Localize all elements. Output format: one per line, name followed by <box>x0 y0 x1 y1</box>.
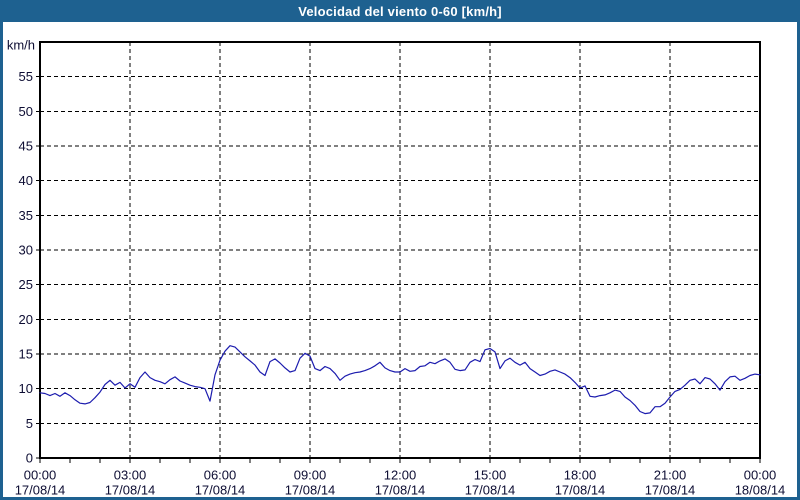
x-tick-time-label: 21:00 <box>654 468 687 483</box>
x-tick-date-label: 17/08/14 <box>195 483 246 498</box>
y-axis-unit-label: km/h <box>7 38 35 53</box>
y-tick-label: 35 <box>19 208 33 223</box>
x-tick-time-label: 09:00 <box>294 468 327 483</box>
y-tick-label: 50 <box>19 104 33 119</box>
x-tick-time-label: 00:00 <box>744 468 777 483</box>
x-tick-time-label: 18:00 <box>564 468 597 483</box>
x-tick-date-label: 17/08/14 <box>555 483 606 498</box>
y-tick-label: 55 <box>19 69 33 84</box>
x-tick-date-label: 17/08/14 <box>105 483 156 498</box>
y-tick-label: 5 <box>26 416 33 431</box>
y-tick-label: 10 <box>19 381 33 396</box>
x-tick-date-label: 17/08/14 <box>465 483 516 498</box>
x-tick-time-label: 15:00 <box>474 468 507 483</box>
x-tick-time-label: 00:00 <box>24 468 57 483</box>
x-tick-date-label: 17/08/14 <box>375 483 426 498</box>
y-tick-label: 25 <box>19 277 33 292</box>
y-tick-label: 15 <box>19 347 33 362</box>
chart-content: 0 5 10 15 20 25 30 35 40 45 50 55 km/h 00:00 17/08/14 0… <box>3 22 797 498</box>
y-tick-label: 0 <box>26 451 33 466</box>
x-tick-time-label: 03:00 <box>114 468 147 483</box>
y-tick-label: 20 <box>19 312 33 327</box>
x-tick-time-label: 06:00 <box>204 468 237 483</box>
y-tick-label: 30 <box>19 243 33 258</box>
chart-title: Velocidad del viento 0-60 [km/h] <box>298 3 502 19</box>
x-tick-date-label: 18/08/14 <box>735 483 786 498</box>
y-tick-label: 45 <box>19 139 33 154</box>
wind-speed-line <box>39 345 761 415</box>
wind-speed-chart: 0510152025303540455055km/h00:0017/08/140… <box>7 38 786 498</box>
y-tick-label: 40 <box>19 173 33 188</box>
x-tick-date-label: 17/08/14 <box>285 483 336 498</box>
x-tick-date-label: 17/08/14 <box>15 483 66 498</box>
x-tick-date-label: 17/08/14 <box>645 483 696 498</box>
chart-title-bar: Velocidad del viento 0-60 [km/h] <box>0 0 800 22</box>
x-tick-time-label: 12:00 <box>384 468 417 483</box>
